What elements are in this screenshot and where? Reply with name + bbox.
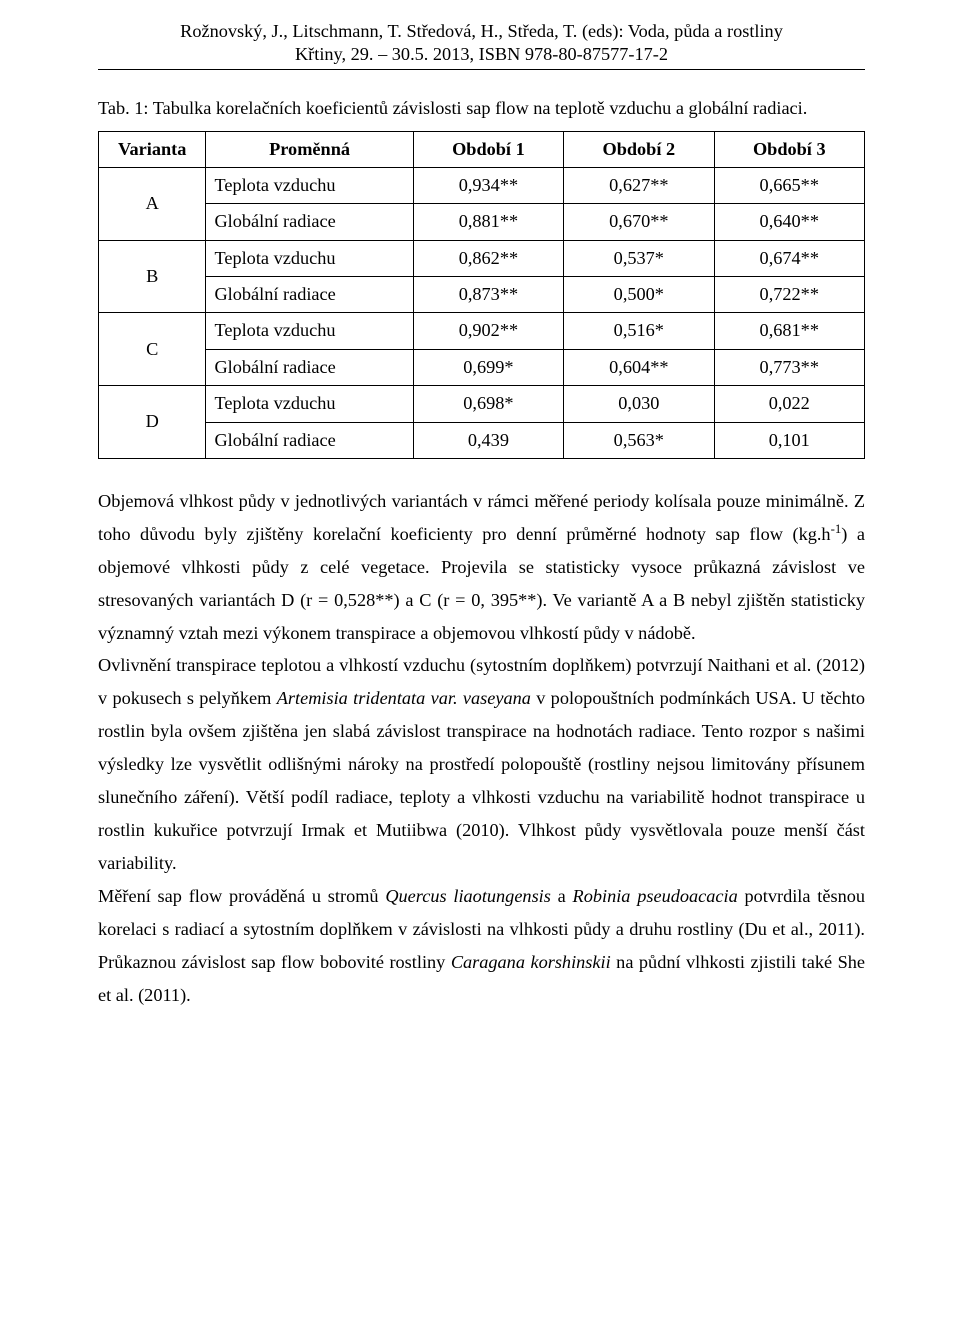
text: Objemová vlhkost půdy v jednotlivých var…	[98, 491, 865, 544]
cell-value: 0,500*	[564, 277, 714, 313]
th-period-1: Období 1	[413, 131, 563, 167]
taxon-name: Quercus liaotungensis	[385, 886, 551, 906]
table-row: C Teplota vzduchu 0,902** 0,516* 0,681**	[99, 313, 865, 349]
cell-value: 0,563*	[564, 422, 714, 458]
table-row: Globální radiace 0,881** 0,670** 0,640**	[99, 204, 865, 240]
text: Měření sap flow prováděná u stromů	[98, 886, 385, 906]
th-period-2: Období 2	[564, 131, 714, 167]
cell-variable: Teplota vzduchu	[206, 240, 413, 276]
correlation-table: Varianta Proměnná Období 1 Období 2 Obdo…	[98, 131, 865, 459]
cell-variant-A: A	[99, 168, 206, 241]
cell-variant-B: B	[99, 240, 206, 313]
cell-value: 0,934**	[413, 168, 563, 204]
cell-value: 0,722**	[714, 277, 864, 313]
cell-variable: Teplota vzduchu	[206, 386, 413, 422]
cell-value: 0,516*	[564, 313, 714, 349]
cell-value: 0,681**	[714, 313, 864, 349]
cell-value: 0,698*	[413, 386, 563, 422]
header-line-2: Křtiny, 29. – 30.5. 2013, ISBN 978-80-87…	[98, 43, 865, 66]
th-period-3: Období 3	[714, 131, 864, 167]
cell-value: 0,674**	[714, 240, 864, 276]
table-row: A Teplota vzduchu 0,934** 0,627** 0,665*…	[99, 168, 865, 204]
body-paragraph-2: Ovlivnění transpirace teplotou a vlhkost…	[98, 649, 865, 879]
cell-value: 0,101	[714, 422, 864, 458]
body-paragraph-3: Měření sap flow prováděná u stromů Querc…	[98, 880, 865, 1012]
cell-variable: Globální radiace	[206, 277, 413, 313]
taxon-name: Artemisia tridentata var. vaseyana	[277, 688, 531, 708]
cell-value: 0,699*	[413, 349, 563, 385]
text: v polopouštních podmínkách USA. U těchto…	[98, 688, 865, 873]
cell-variable: Globální radiace	[206, 422, 413, 458]
cell-value: 0,881**	[413, 204, 563, 240]
table-row: Globální radiace 0,439 0,563* 0,101	[99, 422, 865, 458]
cell-variant-D: D	[99, 386, 206, 459]
cell-value: 0,022	[714, 386, 864, 422]
cell-value: 0,030	[564, 386, 714, 422]
cell-variant-C: C	[99, 313, 206, 386]
cell-value: 0,604**	[564, 349, 714, 385]
th-variant: Varianta	[99, 131, 206, 167]
cell-variable: Globální radiace	[206, 204, 413, 240]
cell-value: 0,873**	[413, 277, 563, 313]
header-rule	[98, 69, 865, 70]
cell-value: 0,862**	[413, 240, 563, 276]
cell-value: 0,773**	[714, 349, 864, 385]
cell-variable: Globální radiace	[206, 349, 413, 385]
table-row: Globální radiace 0,699* 0,604** 0,773**	[99, 349, 865, 385]
cell-value: 0,670**	[564, 204, 714, 240]
table-row: Globální radiace 0,873** 0,500* 0,722**	[99, 277, 865, 313]
header-line-1: Rožnovský, J., Litschmann, T. Středová, …	[98, 20, 865, 43]
cell-value: 0,439	[413, 422, 563, 458]
th-variable: Proměnná	[206, 131, 413, 167]
cell-value: 0,640**	[714, 204, 864, 240]
body-paragraph-1: Objemová vlhkost půdy v jednotlivých var…	[98, 485, 865, 650]
table-row: B Teplota vzduchu 0,862** 0,537* 0,674**	[99, 240, 865, 276]
table-row: D Teplota vzduchu 0,698* 0,030 0,022	[99, 386, 865, 422]
cell-value: 0,537*	[564, 240, 714, 276]
page: Rožnovský, J., Litschmann, T. Středová, …	[0, 0, 960, 1330]
text: a	[551, 886, 573, 906]
cell-value: 0,902**	[413, 313, 563, 349]
table-caption: Tab. 1: Tabulka korelačních koeficientů …	[98, 92, 865, 125]
taxon-name: Caragana korshinskii	[451, 952, 611, 972]
superscript: -1	[831, 522, 842, 536]
cell-value: 0,665**	[714, 168, 864, 204]
running-header: Rožnovský, J., Litschmann, T. Středová, …	[98, 20, 865, 66]
table-header-row: Varianta Proměnná Období 1 Období 2 Obdo…	[99, 131, 865, 167]
taxon-name: Robinia pseudoacacia	[573, 886, 738, 906]
cell-value: 0,627**	[564, 168, 714, 204]
cell-variable: Teplota vzduchu	[206, 168, 413, 204]
cell-variable: Teplota vzduchu	[206, 313, 413, 349]
